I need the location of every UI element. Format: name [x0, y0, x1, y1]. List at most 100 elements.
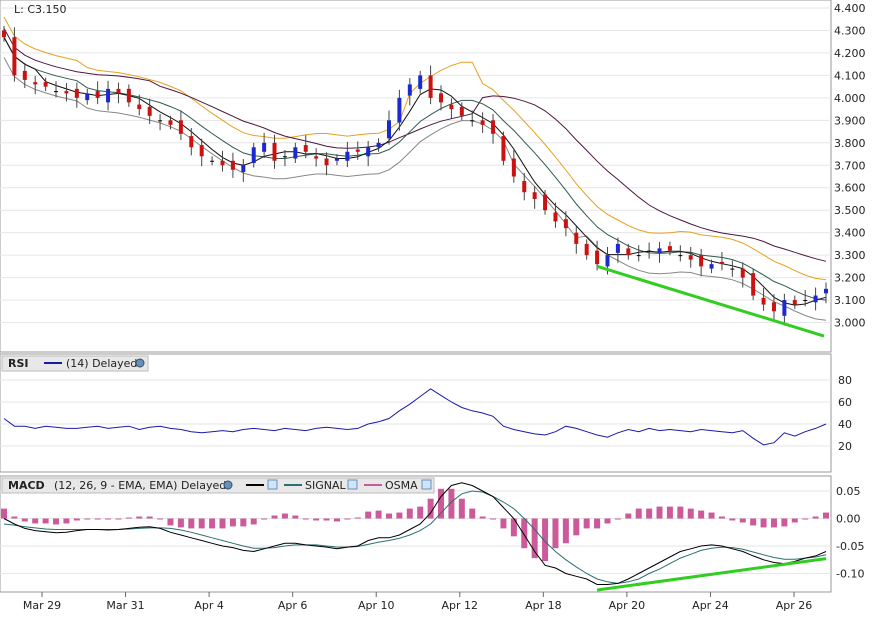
macd-checkbox[interactable] — [267, 479, 278, 490]
osma-bar — [760, 518, 767, 528]
osma-checkbox[interactable] — [421, 479, 432, 490]
price-tick-label: 3.100 — [834, 294, 866, 307]
osma-bar — [240, 518, 247, 527]
osma-bar — [708, 512, 715, 519]
candle-body — [230, 160, 235, 170]
ma-mid-line — [3, 36, 827, 301]
candle-body — [178, 120, 183, 134]
osma-bar — [188, 518, 195, 529]
rsi-settings-icon[interactable] — [135, 358, 145, 368]
candle-body — [782, 300, 787, 316]
macd-tick-label: 0.05 — [836, 485, 861, 498]
x-axis-label: Apr 4 — [194, 599, 224, 612]
candle-body — [397, 97, 402, 123]
candle-body — [116, 88, 121, 94]
candle-body — [824, 288, 828, 294]
osma-bar — [510, 518, 517, 537]
osma-bar — [479, 516, 486, 519]
osma-bar — [261, 518, 268, 520]
x-axis-label: Apr 26 — [776, 599, 813, 612]
candle-body — [719, 261, 724, 265]
osma-bar — [63, 518, 70, 524]
candle-body — [470, 120, 475, 122]
price-tick-label: 3.500 — [834, 204, 866, 217]
macd-legend-text: (12, 26, 9 - EMA, EMA) Delayed — [54, 479, 226, 492]
osma-bar — [812, 516, 819, 519]
osma-bar — [73, 518, 80, 521]
osma-bar — [750, 518, 757, 526]
macd-tick-label: -0.05 — [836, 540, 864, 553]
macd-layer — [1, 482, 829, 592]
last-price-label: L: C3.150 — [14, 3, 67, 16]
osma-bar — [666, 506, 673, 519]
rsi-title: RSI — [8, 357, 29, 370]
candle-body — [709, 264, 714, 269]
osma-bar — [469, 508, 476, 519]
candle-body — [355, 149, 360, 152]
candle-body — [563, 219, 568, 229]
osma-bar — [354, 517, 361, 519]
macd-settings-icon[interactable] — [223, 480, 233, 490]
candle-body — [636, 255, 641, 257]
osma-bar — [739, 518, 746, 523]
osma-bar — [229, 518, 236, 527]
macd-trendline — [596, 557, 827, 592]
x-axis-label: Apr 6 — [278, 599, 308, 612]
candle-body — [54, 91, 59, 93]
osma-bar — [198, 518, 205, 529]
candle-body — [386, 120, 391, 139]
candle-body — [33, 82, 38, 85]
osma-bar — [157, 518, 164, 520]
candle-body — [574, 232, 579, 244]
candle-body — [324, 158, 329, 166]
price-tick-label: 4.100 — [834, 69, 866, 82]
macd-tick-label: 0.00 — [836, 513, 861, 526]
price-trendline — [596, 264, 825, 338]
price-panel — [0, 0, 832, 353]
candle-body — [22, 70, 27, 80]
osma-bar — [781, 518, 788, 527]
candle-body — [459, 106, 464, 116]
osma-bar — [21, 518, 28, 522]
candle-body — [771, 302, 776, 312]
osma-bar — [521, 518, 528, 549]
osma-bar — [448, 488, 455, 519]
price-tick-label: 4.200 — [834, 47, 866, 60]
candle-body — [615, 243, 620, 253]
candle-body — [126, 88, 131, 103]
osma-legend-text: OSMA — [385, 479, 418, 492]
x-axis-label: Apr 20 — [609, 599, 646, 612]
osma-bar — [500, 518, 507, 529]
candle-body — [168, 120, 173, 125]
osma-bar — [32, 518, 39, 524]
x-axis-label: Apr 10 — [358, 599, 395, 612]
osma-bar — [313, 518, 320, 521]
candle-body — [678, 255, 683, 257]
signal-checkbox[interactable] — [347, 479, 358, 490]
osma-bar — [687, 508, 694, 519]
osma-bar — [105, 518, 112, 520]
candle-body — [813, 295, 818, 303]
candle-body — [2, 30, 6, 38]
osma-bar — [625, 513, 632, 519]
osma-bar — [323, 518, 330, 521]
candle-body — [376, 142, 381, 148]
price-tick-label: 4.400 — [834, 2, 866, 15]
rsi-layer — [3, 388, 827, 446]
price-tick-label: 3.300 — [834, 249, 866, 262]
osma-bar — [562, 518, 569, 544]
bollinger-lower-line — [3, 57, 827, 321]
rsi-tick-label: 20 — [838, 440, 852, 453]
grid-layer — [0, 7, 831, 574]
signal-legend-text: SIGNAL — [305, 479, 347, 492]
osma-bar — [770, 518, 777, 528]
candle-body — [158, 120, 163, 122]
candle-body — [428, 75, 433, 98]
candle-body — [314, 156, 319, 159]
candle-body — [543, 194, 548, 211]
osma-bar — [11, 516, 18, 519]
ma-slow-line — [3, 27, 827, 262]
osma-bar — [385, 513, 392, 519]
axis-layer: 4.400 4.300 4.200 4.100 4.000 3.900 3.800 3.700… — [23, 2, 866, 612]
